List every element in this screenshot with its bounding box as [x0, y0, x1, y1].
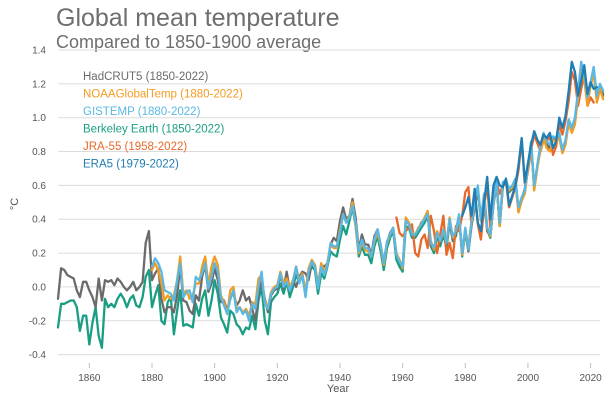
y-axis-label: °C	[9, 198, 21, 210]
series-line-5	[461, 60, 599, 233]
x-axis-ticks: 1860 1880 1900 1920 1940 1960 1980 2000 2020	[78, 363, 602, 384]
x-tick-label: 1920	[266, 373, 289, 384]
legend-label: HadCRUT5 (1850-2022)	[83, 71, 208, 83]
y-tick-label: 0.6	[32, 181, 46, 192]
legend-label: Berkeley Earth (1850-2022)	[83, 124, 224, 136]
x-tick-label: 1960	[391, 373, 414, 384]
page-subtitle: Compared to 1850-1900 average	[56, 32, 322, 52]
x-tick-label: 2020	[579, 373, 602, 384]
y-tick-label: 1.0	[32, 113, 46, 124]
x-tick-label: 1980	[454, 373, 477, 384]
x-tick-label: 1940	[329, 373, 352, 384]
legend: HadCRUT5 (1850-2022) NOAAGlobalTemp (1880…	[83, 71, 243, 171]
y-tick-label: 1.2	[32, 79, 46, 90]
y-axis-ticks: -0.4 -0.2 0.0 0.2 0.4 0.6 0.8 1.0 1.2 1.4	[29, 46, 47, 362]
x-tick-label: 1880	[141, 373, 164, 384]
x-axis-label: Year	[327, 383, 350, 395]
series-group	[56, 60, 605, 349]
legend-label: JRA-55 (1958-2022)	[83, 141, 187, 153]
y-tick-label: 0.8	[32, 147, 46, 158]
series-line-2	[150, 60, 605, 322]
legend-label: NOAAGlobalTemp (1880-2022)	[83, 89, 243, 101]
y-tick-label: 1.4	[32, 46, 46, 57]
series-line-0	[56, 65, 605, 322]
y-tick-label: 0.2	[32, 249, 46, 260]
y-tick-label: -0.4	[29, 350, 47, 361]
grid-lines	[58, 49, 600, 356]
y-tick-label: -0.2	[29, 316, 47, 327]
page-title: Global mean temperature	[56, 4, 340, 32]
y-tick-label: 0.0	[32, 282, 46, 293]
series-line-4	[395, 70, 595, 260]
x-tick-label: 1900	[204, 373, 227, 384]
legend-label: GISTEMP (1880-2022)	[83, 106, 201, 118]
legend-label: ERA5 (1979-2022)	[83, 159, 179, 171]
x-tick-label: 2000	[517, 373, 540, 384]
x-tick-label: 1860	[78, 373, 101, 384]
y-tick-label: 0.4	[32, 215, 46, 226]
